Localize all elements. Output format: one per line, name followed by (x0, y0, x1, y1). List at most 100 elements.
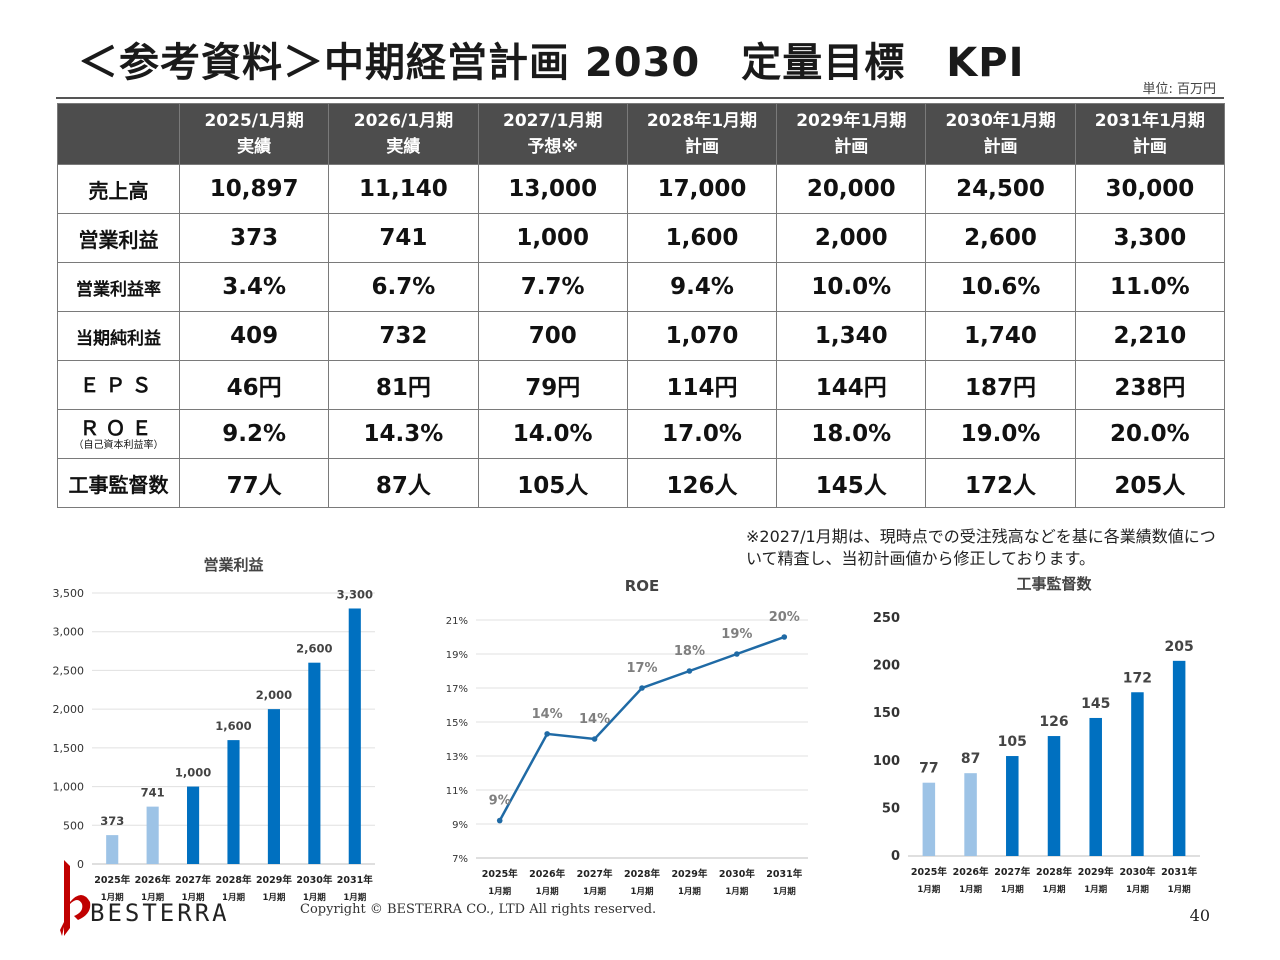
data-label: 172 (1123, 670, 1152, 686)
table-cell: 11,140 (328, 164, 479, 214)
x-tick-label: 2028年 (216, 874, 252, 886)
y-tick-label: 0 (891, 849, 900, 864)
table-cell: 10,897 (178, 164, 330, 214)
page-number: 40 (1189, 906, 1210, 925)
bar (1131, 692, 1144, 856)
table-cell: 700 (477, 311, 628, 361)
y-tick-label: 2,000 (53, 703, 85, 716)
y-tick-label: 19% (446, 650, 468, 661)
operating-profit-chart: 営業利益 0 500 1,000 1,500 2,000 2,500 3,000 3,500 20… (53, 556, 375, 903)
row-label: 売上高 (57, 164, 180, 214)
bar (922, 782, 936, 856)
data-label: 1,000 (175, 766, 211, 780)
y-tick-label: 7% (452, 854, 468, 865)
x-tick-label: 2025年 (911, 866, 947, 878)
logo-text: BESTERRA (90, 899, 230, 927)
data-label: 741 (141, 786, 165, 800)
row-label: 営業利益 (57, 213, 180, 263)
bar (106, 835, 119, 864)
y-tick-label: 150 (873, 706, 900, 721)
data-label: 20% (769, 610, 800, 625)
x-tick-label: 1月期 (583, 886, 606, 897)
y-tick-label: 3,000 (53, 626, 85, 639)
table-cell: 1,340 (776, 311, 927, 361)
table-cell: 20.0% (1074, 409, 1226, 459)
table-cell: 9.4% (626, 262, 778, 312)
column-header: 2027/1月期 予想※ (477, 103, 628, 165)
page-title: ＜参考資料＞中期経営計画 2030 定量目標 KPI (78, 40, 1025, 86)
bar (146, 806, 159, 864)
unit-label: 単位: 百万円 (1142, 82, 1216, 97)
data-label: 1,600 (215, 719, 251, 733)
x-tick-label: 2027年 (994, 866, 1030, 878)
table-row: 営業利益率 3.4% 6.7% 7.7% 9.4% 10.0% 10.6% 11… (57, 262, 1226, 312)
y-tick-label: 17% (446, 684, 468, 695)
x-tick-label: 1月期 (1043, 884, 1066, 895)
table-cell: 13,000 (477, 164, 628, 214)
table-cell: 17,000 (626, 164, 778, 214)
table-cell: 145人 (776, 458, 927, 508)
copyright: Copyright © BESTERRA CO., LTD All rights… (300, 902, 657, 917)
y-tick-label: 200 (873, 659, 900, 674)
bar (1047, 736, 1061, 856)
bar (964, 773, 977, 856)
y-tick-label: 13% (446, 752, 468, 763)
y-tick-label: 9% (452, 820, 468, 831)
x-tick-label: 2030年 (296, 874, 332, 886)
x-tick-label: 2030年 (719, 868, 755, 880)
site-supervisor-chart: 工事監督数 0 50 100 150 200 250 2025年 1月期 2026年 1月期 2027… (873, 575, 1200, 895)
column-header: 2025/1月期 実績 (178, 103, 330, 165)
table-cell: 87人 (328, 458, 479, 508)
table-cell: 205人 (1074, 458, 1226, 508)
table-cell: 10.0% (776, 262, 927, 312)
table-cell: 9.2% (178, 409, 330, 459)
table-row: 営業利益 373 741 1,000 1,600 2,000 2,600 3,3… (57, 213, 1226, 263)
x-tick-label: 2026年 (953, 866, 989, 878)
x-tick-label: 1月期 (343, 892, 366, 903)
data-point (544, 731, 550, 737)
x-tick-label: 1月期 (1168, 884, 1191, 895)
x-tick-label: 1月期 (1084, 884, 1107, 895)
table-cell: 126人 (626, 458, 778, 508)
y-tick-label: 500 (63, 819, 84, 832)
table-cell: 144円 (776, 360, 927, 410)
data-point (686, 668, 693, 674)
table-row: 当期純利益 409 732 700 1,070 1,340 1,740 2,21… (57, 311, 1226, 361)
table-cell: 409 (178, 311, 330, 361)
table-cell: 1,000 (477, 213, 628, 263)
x-tick-label: 2031年 (766, 868, 802, 880)
table-header-row: 2025/1月期 実績 2026/1月期 実績 2027/1月期 予想※ 2028年1… (57, 103, 1226, 165)
bar (187, 786, 200, 864)
x-tick-label: 2028年 (1036, 866, 1072, 878)
row-label: 営業利益率 (57, 262, 180, 312)
data-point (781, 634, 788, 640)
data-point (639, 685, 645, 691)
x-tick-label: 1月期 (262, 892, 285, 903)
table-row: ＲＯＥ （自己資本利益率） 9.2% 14.3% 14.0% 17.0% 18.0… (57, 409, 1226, 459)
table-row: ＥＰＳ 46円 81円 79円 114円 144円 187円 238円 (57, 360, 1226, 410)
title-divider (56, 97, 1224, 99)
column-header: 2029年1月期 計画 (776, 103, 927, 165)
row-label: ＥＰＳ (57, 360, 180, 410)
table-cell: 24,500 (925, 164, 1076, 214)
x-tick-label: 2025年 (482, 868, 518, 880)
data-label: 2,000 (256, 688, 292, 702)
data-point (591, 736, 598, 742)
table-cell: 17.0% (626, 409, 778, 459)
x-tick-label: 1月期 (678, 886, 701, 897)
table-cell: 1,740 (925, 311, 1076, 361)
row-label: ＲＯＥ （自己資本利益率） (57, 409, 180, 459)
data-point (734, 651, 740, 657)
bar (308, 662, 321, 864)
data-label: 126 (1039, 714, 1068, 730)
table-corner (57, 103, 180, 165)
data-label: 105 (998, 734, 1027, 750)
y-tick-label: 250 (873, 611, 900, 626)
besterra-logo: BESTERRA (60, 860, 230, 936)
table-cell: 79円 (477, 360, 628, 410)
column-header: 2031年1月期 計画 (1074, 103, 1226, 165)
x-tick-label: 2029年 (256, 874, 292, 886)
x-tick-label: 2029年 (1078, 866, 1114, 878)
table-cell: 238円 (1074, 360, 1226, 410)
table-cell: 14.0% (477, 409, 628, 459)
